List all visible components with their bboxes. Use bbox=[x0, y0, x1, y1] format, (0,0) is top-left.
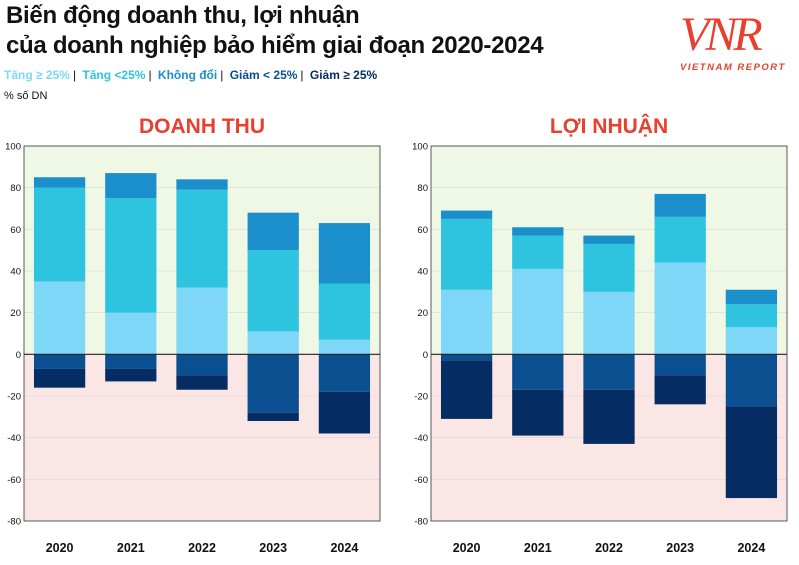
plot-frame bbox=[430, 145, 788, 522]
y-tick-label: -80 bbox=[7, 517, 21, 528]
legend-item-giam-under-25: Giảm < 25% bbox=[229, 68, 298, 82]
panel-title: DOANH THU bbox=[139, 115, 265, 138]
bar-segment-2023-series-1 bbox=[247, 331, 299, 355]
bar-segment-2021-series-3 bbox=[105, 173, 157, 199]
legend-item-tang-25-plus: Tăng ≥ 25% bbox=[4, 68, 70, 82]
y-tick-label: 60 bbox=[10, 225, 21, 236]
bar-segment-2021-series-2 bbox=[512, 235, 564, 269]
bar-segment-2023-series-5 bbox=[247, 412, 299, 421]
bar-segment-2020-series-3 bbox=[440, 210, 493, 219]
bar-segment-2023-series-1 bbox=[654, 262, 706, 355]
bar-segment-2020-series-5 bbox=[440, 360, 493, 419]
bar-segment-2022-series-5 bbox=[176, 375, 228, 390]
panel-title: LỢI NHUẬN bbox=[550, 114, 668, 138]
bar-segment-2020-series-2 bbox=[33, 187, 86, 282]
y-tick-label: 100 bbox=[5, 142, 21, 153]
x-tick-label: 2022 bbox=[188, 541, 216, 555]
x-tick-label: 2023 bbox=[259, 541, 287, 555]
y-tick-label: -60 bbox=[7, 475, 21, 486]
x-tick-label: 2021 bbox=[117, 541, 145, 555]
bar-segment-2024-series-3 bbox=[318, 223, 371, 284]
bar-segment-2024-series-3 bbox=[725, 289, 778, 305]
y-tick-label: 80 bbox=[417, 183, 428, 194]
bar-segment-2023-series-4 bbox=[654, 354, 706, 376]
legend-item-tang-under-25: Tăng <25% bbox=[82, 68, 146, 82]
bar-segment-2021-series-5 bbox=[105, 368, 157, 382]
y-tick-label: 20 bbox=[10, 308, 21, 319]
bar-segment-2020-series-3 bbox=[33, 177, 86, 188]
logo-mark: VNR bbox=[680, 8, 762, 61]
legend: Tăng ≥ 25% | Tăng <25% | Không đổi | Giảm <… bbox=[4, 68, 378, 82]
x-tick-label: 2020 bbox=[46, 541, 74, 555]
bar-segment-2022-series-4 bbox=[583, 354, 635, 390]
x-tick-label: 2022 bbox=[595, 541, 623, 555]
chart-title-line-2: của doanh nghiệp bảo hiểm giai đoạn 2020… bbox=[6, 32, 544, 59]
bar-segment-2022-series-2 bbox=[176, 189, 228, 288]
legend-item-giam-25-plus: Giảm ≥ 25% bbox=[309, 68, 378, 82]
y-tick-label: -20 bbox=[414, 392, 428, 403]
chart-panel-1: 100 80 60 40 20 0 -20 -40 -60 -80 DOANH THU 2020 202… bbox=[5, 115, 381, 555]
bar-segment-2024-series-2 bbox=[318, 283, 371, 340]
y-tick-label: 40 bbox=[417, 267, 428, 278]
bar-segment-2021-series-1 bbox=[105, 312, 157, 355]
bar-segment-2024-series-1 bbox=[725, 327, 778, 355]
bar-segment-2023-series-5 bbox=[654, 375, 706, 405]
y-tick-label: -20 bbox=[7, 392, 21, 403]
y-tick-label: 40 bbox=[10, 267, 21, 278]
logo-text: VIETNAM REPORT bbox=[680, 62, 786, 73]
bar-segment-2022-series-2 bbox=[583, 243, 635, 292]
bar-segment-2024-series-5 bbox=[318, 391, 371, 434]
bar-segment-2022-series-3 bbox=[583, 235, 635, 244]
bar-segment-2022-series-5 bbox=[583, 389, 635, 444]
y-tick-label: 60 bbox=[417, 225, 428, 236]
vnr-logo: VNR VIETNAM REPORT bbox=[680, 8, 786, 73]
unit-label: % số DN bbox=[4, 90, 48, 102]
y-tick-label: 0 bbox=[16, 350, 21, 361]
chart-panel-2: 100 80 60 40 20 0 -20 -40 -60 -80 LỢI NHUẬN 2020 202… bbox=[412, 114, 788, 555]
y-tick-label: 80 bbox=[10, 183, 21, 194]
bar-segment-2020-series-1 bbox=[33, 281, 86, 355]
bar-segment-2024-series-5 bbox=[725, 406, 778, 499]
bar-segment-2022-series-1 bbox=[583, 291, 635, 355]
y-tick-label: 0 bbox=[423, 350, 428, 361]
bar-segment-2020-series-4 bbox=[33, 354, 86, 369]
x-tick-label: 2020 bbox=[453, 541, 481, 555]
y-tick-label: 100 bbox=[412, 142, 428, 153]
bar-segment-2022-series-4 bbox=[176, 354, 228, 376]
bar-segment-2021-series-2 bbox=[105, 198, 157, 313]
y-tick-label: 20 bbox=[417, 308, 428, 319]
bar-segment-2024-series-4 bbox=[318, 354, 371, 392]
bar-segment-2023-series-2 bbox=[247, 250, 299, 332]
x-tick-label: 2021 bbox=[524, 541, 552, 555]
y-tick-label: -80 bbox=[414, 517, 428, 528]
y-tick-label: -60 bbox=[414, 475, 428, 486]
x-tick-label: 2024 bbox=[737, 541, 765, 555]
bar-segment-2021-series-4 bbox=[105, 354, 157, 369]
bar-segment-2024-series-1 bbox=[318, 339, 371, 355]
bar-segment-2024-series-2 bbox=[725, 304, 778, 328]
bar-segment-2022-series-1 bbox=[176, 287, 228, 355]
bar-segment-2021-series-4 bbox=[512, 354, 564, 390]
bar-segment-2021-series-5 bbox=[512, 389, 564, 436]
bar-segment-2022-series-3 bbox=[176, 179, 228, 190]
chart-title-line-1: Biến động doanh thu, lợi nhuận bbox=[6, 2, 360, 29]
plot-frame bbox=[23, 145, 381, 522]
bar-segment-2023-series-3 bbox=[654, 193, 706, 217]
bar-segment-2020-series-4 bbox=[440, 354, 493, 361]
bar-segment-2024-series-4 bbox=[725, 354, 778, 407]
bar-segment-2020-series-5 bbox=[33, 368, 86, 388]
bar-segment-2023-series-4 bbox=[247, 354, 299, 413]
bar-segment-2021-series-3 bbox=[512, 227, 564, 236]
x-tick-label: 2023 bbox=[666, 541, 694, 555]
x-tick-label: 2024 bbox=[330, 541, 358, 555]
bar-segment-2020-series-1 bbox=[440, 289, 493, 355]
legend-item-khong-doi: Không đổi bbox=[157, 68, 218, 82]
bar-segment-2021-series-1 bbox=[512, 268, 564, 355]
bar-segment-2023-series-3 bbox=[247, 212, 299, 251]
bar-segment-2023-series-2 bbox=[654, 216, 706, 263]
y-tick-label: -40 bbox=[7, 433, 21, 444]
bar-segment-2020-series-2 bbox=[440, 218, 493, 290]
y-tick-label: -40 bbox=[414, 433, 428, 444]
